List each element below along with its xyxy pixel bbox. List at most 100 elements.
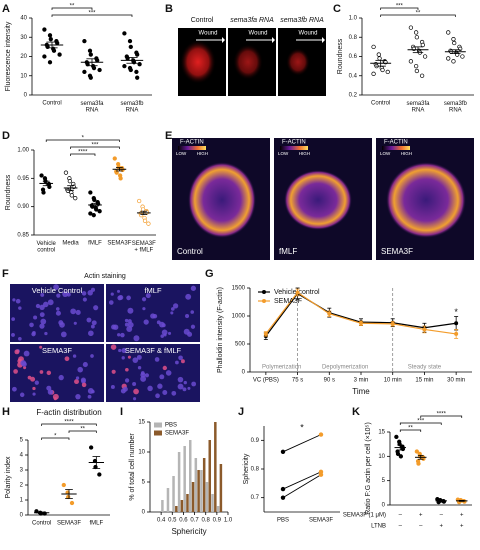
cell-dot [147, 385, 153, 392]
x-tick-label: 0.9 [213, 518, 222, 524]
data-point [371, 71, 376, 76]
colorbar-high: HIGH [197, 151, 208, 156]
data-point [318, 472, 324, 477]
y-axis-label: % of total cell number [129, 433, 136, 501]
cell-dot [127, 307, 134, 314]
table-row-label: SEMA3F (1 μM) [343, 513, 386, 519]
pair-line [282, 434, 322, 453]
panel-letter: H [2, 406, 10, 418]
table-cell: + [419, 513, 423, 519]
arrow-head [272, 37, 275, 43]
arrow-label: Wound [199, 31, 218, 37]
data-point [416, 461, 421, 466]
data-point [398, 454, 404, 459]
data-point [422, 327, 427, 332]
panel-letter: C [333, 3, 341, 15]
table-cell: – [440, 513, 444, 519]
significance-bracket [51, 14, 133, 17]
cell-dot [75, 376, 80, 380]
phase-label: Depolymerization [322, 365, 368, 371]
data-point [280, 495, 286, 500]
data-point [42, 54, 47, 59]
cell-dot [47, 389, 54, 395]
cell-dot [183, 380, 187, 385]
histogram-bar [205, 482, 209, 512]
significance-bracket [399, 422, 442, 425]
cell-dot [23, 350, 30, 357]
data-point [116, 164, 121, 170]
x-tick-label: sema3fa RNA [406, 101, 430, 114]
cell-dot [140, 371, 145, 375]
cell-dot [171, 307, 175, 311]
cell-dot [110, 384, 115, 389]
y-axis-label: Fluorescence intensity [5, 21, 12, 91]
cell-dot [64, 356, 70, 362]
cell-dot [161, 329, 168, 336]
image-caption: Vehicle Control [32, 286, 83, 295]
cell-dot [18, 306, 22, 310]
x-tick-label: 15 min [415, 378, 433, 384]
y-tick-label: 4 [20, 453, 24, 459]
colorbar-low: LOW [278, 151, 289, 156]
cell-dot [177, 383, 184, 390]
cell-dot [87, 290, 93, 296]
image-caption: SEMA3F [381, 247, 413, 256]
x-tick-label: 75 s [292, 378, 303, 384]
x-tick-label: Control [42, 101, 61, 107]
y-tick-label: 0.90 [17, 204, 29, 210]
significance-bracket [399, 429, 422, 432]
cell-dot [121, 347, 127, 353]
data-point [414, 68, 420, 74]
cell-dot [88, 330, 94, 337]
cell-dot [182, 387, 187, 392]
x-tick-label: sema3fb RNA [120, 101, 144, 114]
cell-dot [60, 331, 67, 338]
y-tick-label: 1000 [232, 314, 246, 320]
cell-dot [190, 324, 196, 329]
x-tick-label: VC (PBS) [253, 378, 279, 384]
cell-dot [93, 305, 99, 311]
data-point [88, 75, 93, 80]
data-point [82, 38, 87, 44]
colorbar-high: HIGH [299, 151, 310, 156]
cell-dot [34, 380, 39, 385]
data-point [138, 213, 144, 218]
cell-dot [46, 370, 52, 376]
data-point [359, 321, 363, 326]
data-point [395, 451, 401, 457]
cell-dot [39, 323, 45, 329]
data-point [454, 321, 459, 326]
cell-dot [77, 366, 84, 373]
data-point [128, 44, 133, 50]
y-tick-label: 10 [138, 450, 145, 456]
colorbar-title: F-ACTIN [282, 140, 306, 146]
cell-dot [90, 354, 94, 358]
data-point [48, 37, 53, 42]
histogram-bar [200, 470, 203, 512]
data-point [280, 486, 286, 492]
image-caption: fMLF [144, 286, 162, 295]
significance-bracket [41, 437, 70, 440]
significance-label: *** [88, 11, 96, 17]
data-point [82, 69, 87, 75]
data-point [137, 198, 142, 204]
cell-dot [175, 360, 179, 365]
significance-bracket [70, 146, 120, 149]
cell-dot [39, 304, 45, 311]
data-point [42, 27, 47, 32]
cell-dot [157, 383, 163, 389]
significance-label: **** [78, 150, 88, 156]
data-point [47, 60, 53, 65]
panel-letter: E [165, 130, 172, 142]
y-axis-label: Phalloidin intensity (F-actin) [217, 287, 224, 373]
cell-dot [185, 293, 192, 300]
arrow-head [322, 37, 325, 43]
cell-dot [82, 297, 87, 302]
cell-dot [191, 381, 197, 387]
y-tick-label: 0.8 [349, 35, 358, 41]
cell-dot [136, 354, 142, 360]
y-axis-label: Ratio F:G actin per cell (×10⁵) [365, 422, 372, 515]
significance-label: * [82, 136, 85, 142]
cell-dot [143, 319, 149, 325]
y-axis-label: Polarity index [5, 456, 12, 499]
